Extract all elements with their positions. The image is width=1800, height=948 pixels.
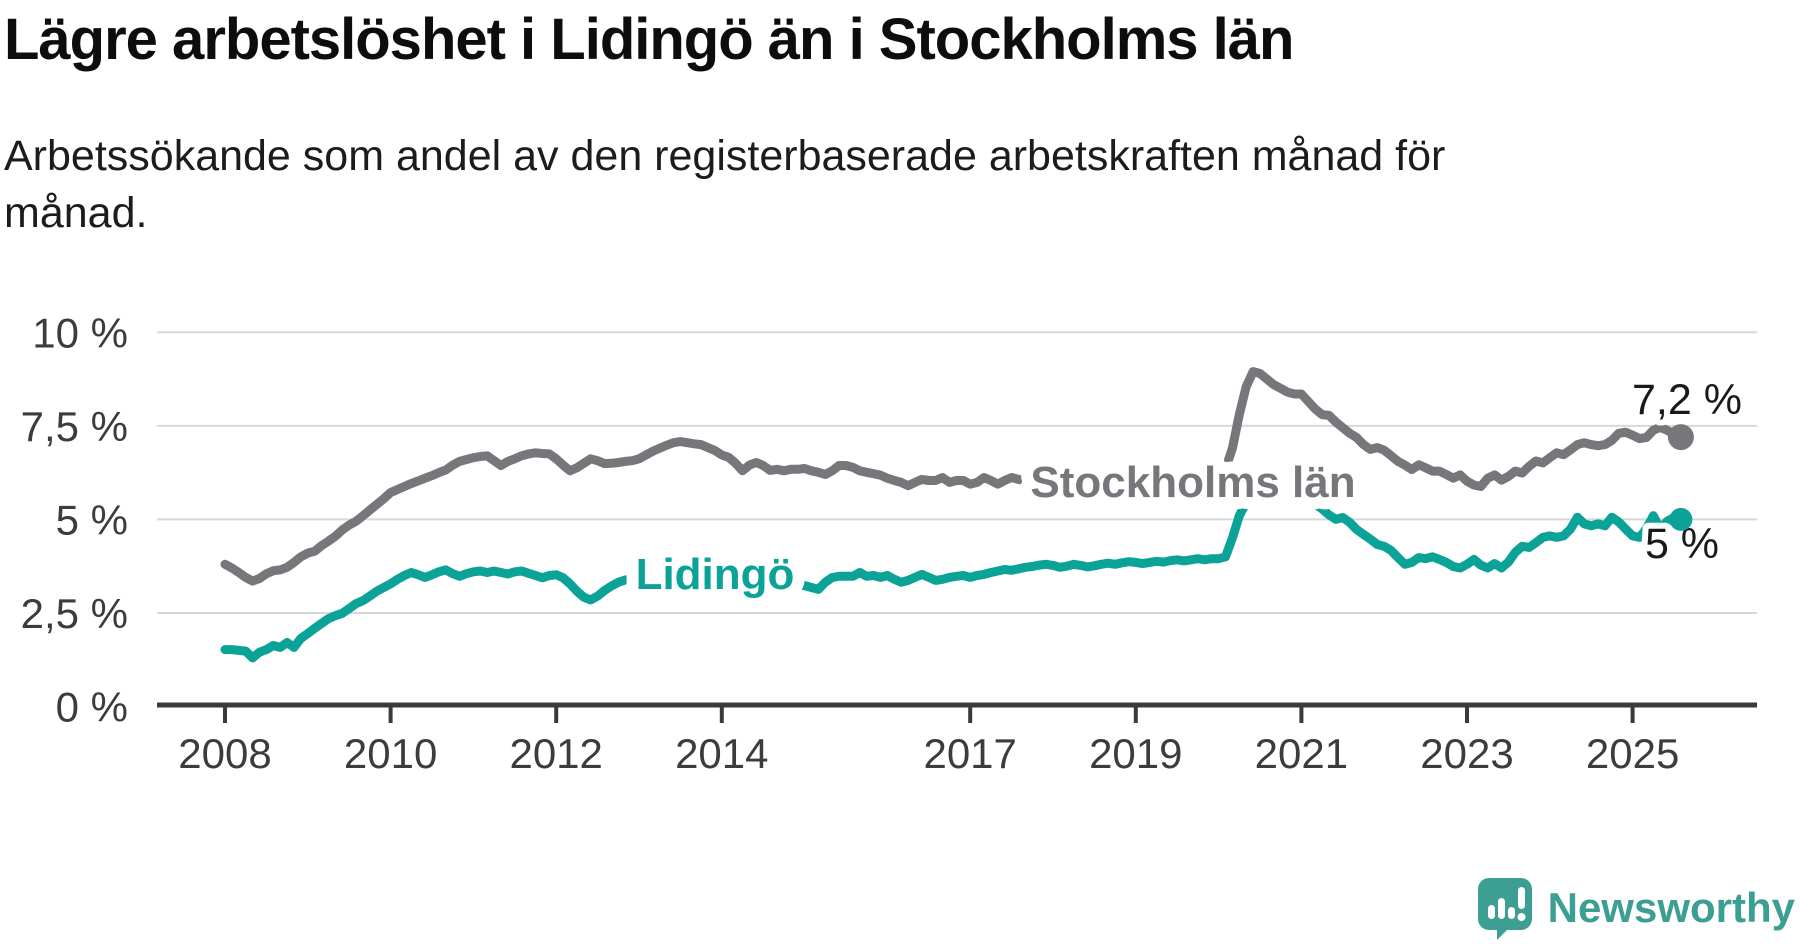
y-tick-label-10: 10 % — [32, 309, 128, 356]
y-tick-label-0: 0 % — [56, 684, 128, 731]
y-tick-label-5: 5 % — [56, 496, 128, 543]
bar-1 — [1487, 905, 1495, 919]
x-tick-label-2025: 2025 — [1586, 730, 1679, 777]
x-tick-label-2019: 2019 — [1089, 730, 1182, 777]
chart-subtitle-line-2: månad. — [4, 189, 148, 237]
series-end-dot-lidingo — [1669, 507, 1693, 531]
chart-subtitle-line-1: Arbetssökande som andel av den registerb… — [4, 132, 1446, 180]
newsworthy-logo-text: Newsworthy — [1547, 884, 1795, 931]
newsworthy-logo: Newsworthy — [1476, 876, 1795, 940]
series-label-stockholms-lan: Stockholms län — [1030, 458, 1355, 507]
chart-subtitle: Arbetssökande som andel av den registerb… — [4, 128, 1445, 242]
series-line-stockholms-lan — [220, 367, 1686, 586]
x-tick-label-2010: 2010 — [344, 730, 437, 777]
x-tick-label-2012: 2012 — [509, 730, 602, 777]
bar-3 — [1507, 907, 1515, 919]
series-end-dot-stockholms-lan — [1667, 424, 1694, 451]
exclamation-bar — [1517, 887, 1525, 909]
exclamation-dot — [1517, 913, 1526, 921]
newsworthy-speech-bubble-chart-icon — [1477, 878, 1532, 940]
series-label-lidingo: Lidingö — [636, 550, 795, 599]
end-value-label-stockholms-lan: 7,2 % — [1632, 376, 1742, 424]
bar-2 — [1497, 898, 1505, 919]
chart-title: Lägre arbetslöshet i Lidingö än i Stockh… — [4, 7, 1294, 72]
x-tick-label-2014: 2014 — [675, 730, 768, 777]
x-tick-label-2008: 2008 — [178, 730, 271, 777]
y-tick-label-7.5: 7,5 % — [21, 403, 128, 450]
series-line-lidingo — [220, 491, 1686, 663]
x-tick-label-2017: 2017 — [923, 730, 1016, 777]
x-tick-label-2021: 2021 — [1255, 730, 1348, 777]
x-tick-label-2023: 2023 — [1420, 730, 1513, 777]
y-tick-label-2.5: 2,5 % — [21, 590, 128, 637]
